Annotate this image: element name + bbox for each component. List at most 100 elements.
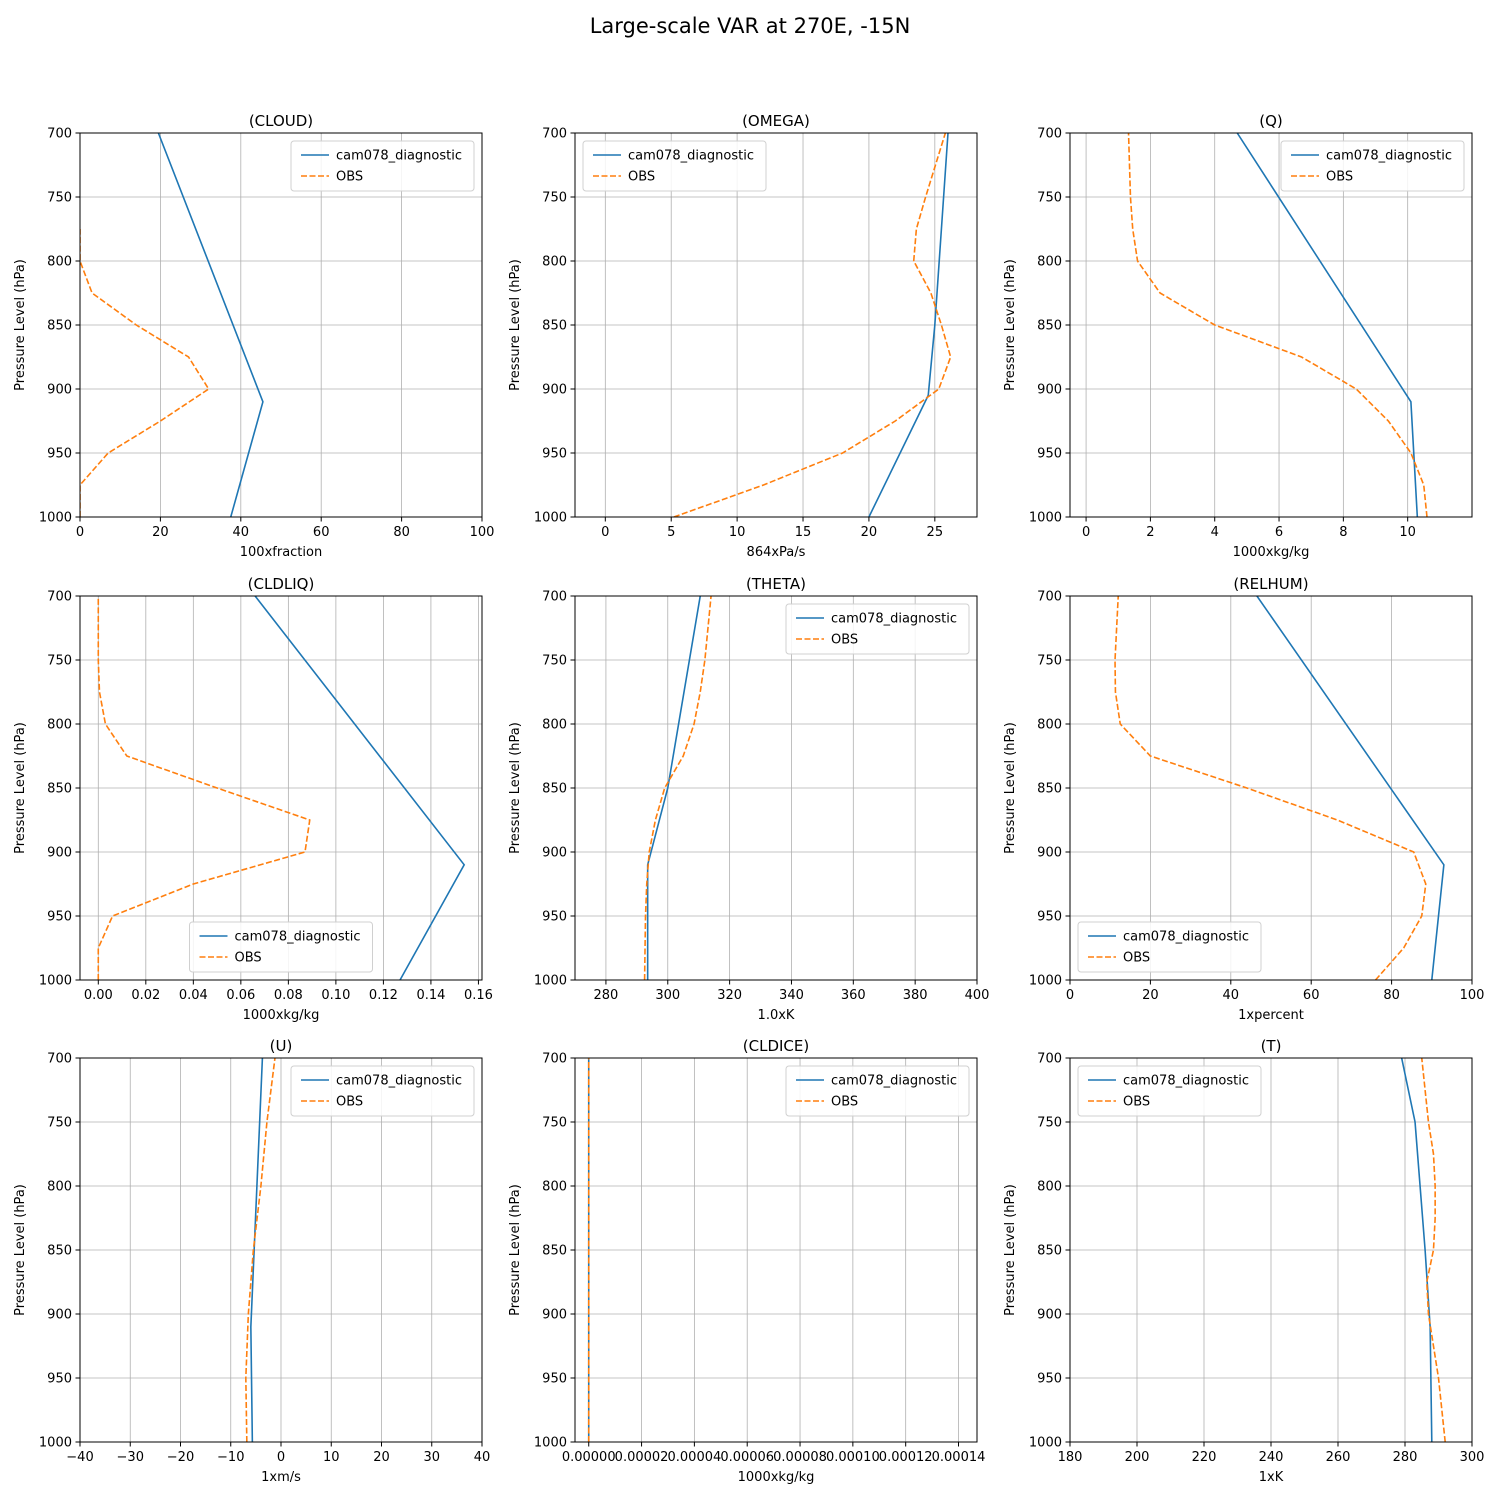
x-tick-label: 180: [1058, 1450, 1083, 1465]
y-tick-label: 800: [1037, 718, 1062, 733]
x-tick-label: 280: [594, 988, 619, 1003]
y-tick-label: 750: [47, 654, 72, 669]
y-tick-label: 950: [542, 447, 567, 462]
x-tick-label: 380: [903, 988, 928, 1003]
x-tick-label: 200: [1125, 1450, 1150, 1465]
x-axis-label: 1.0xK: [758, 1008, 795, 1023]
y-axis-label: Pressure Level (hPa): [1003, 259, 1018, 391]
subplot-title: (THETA): [746, 575, 806, 593]
y-tick-label: 950: [47, 1372, 72, 1387]
x-tick-label: 4: [1211, 525, 1219, 540]
subplot-title: (RELHUM): [1233, 575, 1308, 593]
x-axis-label: 1000xkg/kg: [738, 1470, 815, 1485]
y-tick-label: 900: [542, 846, 567, 861]
x-tick-label: 0.00008: [773, 1450, 827, 1465]
y-tick-label: 950: [1037, 910, 1062, 925]
legend-label: cam078_diagnostic: [1123, 930, 1249, 945]
y-tick-label: 700: [1037, 1052, 1062, 1067]
subplot-t: 180 200 220 240 260 280 3007007508008509009501…: [1003, 1037, 1484, 1485]
x-tick-label: 5: [667, 525, 675, 540]
y-tick-label: 1000: [1029, 511, 1062, 526]
x-tick-label: 260: [1326, 1450, 1351, 1465]
x-tick-label: 0.04: [179, 988, 208, 1003]
y-axis-label: Pressure Level (hPa): [13, 722, 28, 854]
subplot-title: (U): [270, 1037, 293, 1055]
subplot-title: (CLDICE): [743, 1037, 809, 1055]
legend-label: cam078_diagnostic: [336, 1074, 462, 1089]
y-tick-label: 1000: [1029, 974, 1062, 989]
x-tick-label: 0.06: [226, 988, 255, 1003]
x-tick-label: 80: [393, 525, 410, 540]
x-tick-label: 0.12: [369, 988, 398, 1003]
x-tick-label: 300: [655, 988, 680, 1003]
x-tick-label: 0.00: [84, 988, 113, 1003]
y-tick-label: 1000: [1029, 1436, 1062, 1451]
y-tick-label: 900: [542, 1308, 567, 1323]
x-axis-label: 1xK: [1259, 1470, 1284, 1485]
x-tick-label: 40: [233, 525, 250, 540]
y-tick-label: 850: [1037, 319, 1062, 334]
x-tick-label: 100: [470, 525, 495, 540]
series-line-obs: [80, 229, 209, 517]
x-tick-label: 10: [729, 525, 746, 540]
x-tick-label: 300: [1460, 1450, 1485, 1465]
x-tick-label: 20: [1142, 988, 1159, 1003]
y-axis-label: Pressure Level (hPa): [508, 259, 523, 391]
y-tick-label: 700: [542, 590, 567, 605]
y-tick-label: 700: [47, 590, 72, 605]
y-tick-label: 950: [47, 447, 72, 462]
y-tick-label: 750: [542, 1116, 567, 1131]
x-tick-label: 20: [152, 525, 169, 540]
y-tick-label: 750: [47, 1116, 72, 1131]
y-tick-label: 850: [47, 782, 72, 797]
legend: cam078_diagnostic OBS: [786, 604, 969, 654]
legend-label: OBS: [1123, 951, 1150, 966]
x-tick-label: 0.16: [464, 988, 493, 1003]
y-tick-label: 750: [1037, 654, 1062, 669]
x-tick-label: 8: [1339, 525, 1347, 540]
y-tick-label: 750: [542, 654, 567, 669]
legend-label: cam078_diagnostic: [235, 930, 361, 945]
subplot-theta: 280 300 320 340 360 380 4007007508008509009501…: [508, 575, 989, 1023]
x-tick-label: 60: [1303, 988, 1320, 1003]
x-tick-label: 40: [1223, 988, 1240, 1003]
subplot-title: (OMEGA): [742, 112, 810, 130]
legend-label: cam078_diagnostic: [831, 612, 957, 627]
legend: cam078_diagnostic OBS: [1281, 141, 1464, 191]
legend: cam078_diagnostic OBS: [1078, 922, 1261, 972]
legend: cam078_diagnostic OBS: [786, 1066, 969, 1116]
legend: cam078_diagnostic OBS: [583, 141, 766, 191]
y-tick-label: 750: [1037, 191, 1062, 206]
y-tick-label: 750: [1037, 1116, 1062, 1131]
y-tick-label: 850: [542, 1244, 567, 1259]
y-tick-label: 800: [47, 1180, 72, 1195]
x-tick-label: 60: [313, 525, 330, 540]
x-tick-label: 0.00004: [668, 1450, 722, 1465]
legend-label: cam078_diagnostic: [1326, 149, 1452, 164]
legend: cam078_diagnostic OBS: [190, 922, 373, 972]
x-tick-label: 0: [1066, 988, 1074, 1003]
y-tick-label: 950: [542, 1372, 567, 1387]
x-tick-label: 0.00012: [879, 1450, 933, 1465]
x-tick-label: −40: [66, 1450, 93, 1465]
subplot-title: (CLOUD): [249, 112, 313, 130]
y-tick-label: 750: [47, 191, 72, 206]
y-tick-label: 800: [47, 255, 72, 270]
y-tick-label: 850: [1037, 1244, 1062, 1259]
legend-label: OBS: [336, 170, 363, 185]
subplot-q: 0 2 4 6 8 107007508008509009501000(Q)1000xkg/…: [1003, 112, 1472, 560]
x-tick-label: 0.00010: [826, 1450, 880, 1465]
x-tick-label: 10: [1399, 525, 1416, 540]
y-tick-label: 1000: [39, 1436, 72, 1451]
subplot-title: (Q): [1259, 112, 1283, 130]
y-tick-label: 850: [47, 319, 72, 334]
x-tick-label: 240: [1259, 1450, 1284, 1465]
subplot-title: (CLDLIQ): [248, 575, 315, 593]
subplot-cldliq: 0.00 0.02 0.04 0.06 0.08 0.10 0.12 0.14 0.16 700 7…: [13, 575, 493, 1023]
y-tick-label: 1000: [534, 511, 567, 526]
x-axis-label: 1000xkg/kg: [1233, 545, 1310, 560]
y-tick-label: 900: [1037, 1308, 1062, 1323]
x-tick-label: 320: [717, 988, 742, 1003]
x-tick-label: 0.10: [321, 988, 350, 1003]
